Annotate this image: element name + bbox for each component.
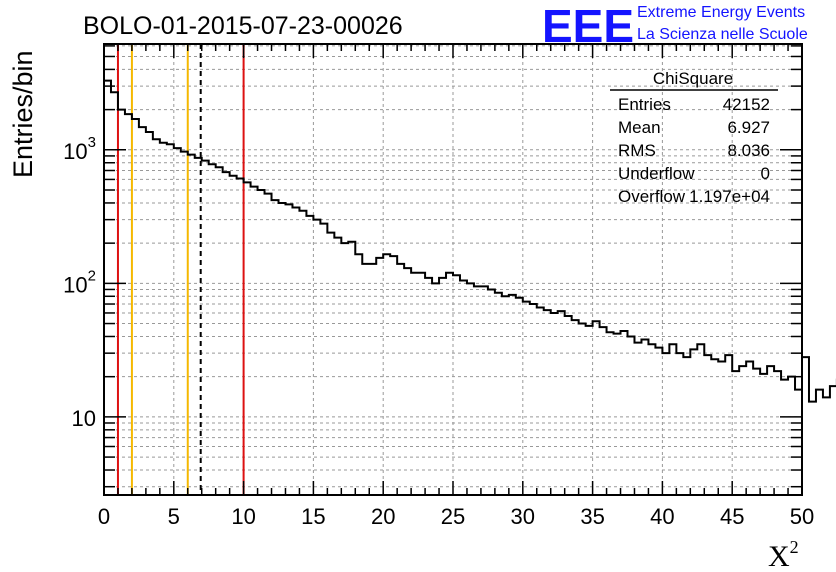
x-tick-labels: 0 5 10 15 20 25 30 35 40 45 50 <box>98 504 814 529</box>
stats-box: ChiSquare Entries 42152 Mean 6.927 RMS 8.036 U… <box>610 69 778 206</box>
stats-value: 1.197e+04 <box>689 187 770 206</box>
stats-rows: Entries 42152 Mean 6.927 RMS 8.036 Underflow 0 O… <box>618 95 770 206</box>
stats-label: Entries <box>618 95 671 114</box>
grid <box>104 44 802 495</box>
stats-title: ChiSquare <box>653 69 733 88</box>
y-axis-label: Entries/bin <box>8 50 38 178</box>
x-tick-label: 15 <box>301 504 325 529</box>
stats-label: Underflow <box>618 164 695 183</box>
stats-label: RMS <box>618 141 656 160</box>
x-tick-label: 35 <box>580 504 604 529</box>
x-tick-label: 50 <box>790 504 814 529</box>
stats-value: 0 <box>761 164 770 183</box>
x-tick-label: 20 <box>371 504 395 529</box>
y-tick-label: 102 <box>63 267 96 297</box>
stats-label: Overflow <box>618 187 686 206</box>
stats-value: 6.927 <box>727 118 770 137</box>
stats-value: 42152 <box>723 95 770 114</box>
x-tick-label: 30 <box>511 504 535 529</box>
x-tick-label: 0 <box>98 504 110 529</box>
eee-logo: EEE Extreme Energy Events La Scienza nel… <box>542 0 808 52</box>
x-tick-label: 10 <box>231 504 255 529</box>
stats-label: Mean <box>618 118 661 137</box>
x-tick-label: 5 <box>168 504 180 529</box>
x-tick-label: 45 <box>720 504 744 529</box>
y-tick-labels: 10 102 103 <box>63 134 96 431</box>
y-tick-label: 10 <box>72 406 96 431</box>
marker-lines <box>116 44 245 495</box>
logo-line-1: Extreme Energy Events <box>637 4 805 21</box>
x-axis-label: X2 <box>768 537 799 572</box>
stats-value: 8.036 <box>727 141 770 160</box>
y-tick-label: 103 <box>63 134 96 164</box>
axis-ticks <box>103 44 803 495</box>
histogram-series <box>104 79 836 403</box>
x-tick-label: 25 <box>441 504 465 529</box>
x-tick-label: 40 <box>650 504 674 529</box>
logo-line-2: La Scienza nelle Scuole <box>637 26 808 43</box>
chart-title: BOLO-01-2015-07-23-00026 <box>83 12 403 40</box>
